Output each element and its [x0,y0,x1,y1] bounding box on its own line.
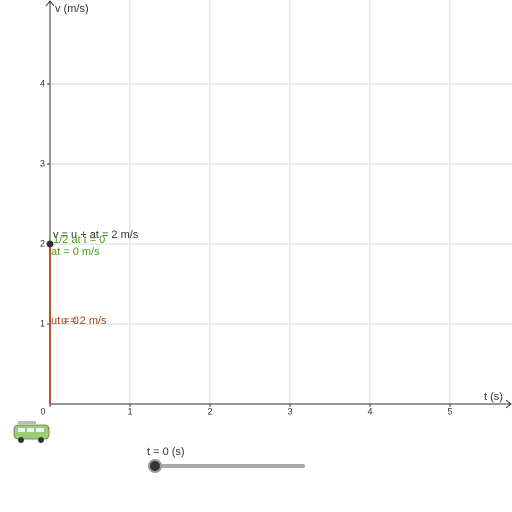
slider-knob[interactable] [148,459,162,473]
plot: 0 1 2 3 4 5 1 2 3 4 v = u + at = 2 m/s1/2 at t = 0… [40,0,512,473]
x-tick-label: 5 [447,406,452,416]
x-axis-label: t (s) [484,391,503,403]
y-tick-label: 3 [40,158,45,168]
velocity-point[interactable] [46,240,54,248]
annotation: at = 0 m/s [51,246,100,258]
x-tick-label: 1 [127,406,132,416]
annotation: u = 2 m/s [61,315,107,327]
x-tick-label: 4 [367,406,372,416]
x-axis [50,399,512,409]
annotation: 1/2 at t = 0 [53,234,105,246]
y-axis-label: v (m/s) [55,3,89,15]
x-tick-label: 0 [40,406,45,416]
x-tick-label: 3 [287,406,292,416]
y-tick-label: 4 [40,78,45,88]
van-icon[interactable] [13,421,50,443]
slider-label: t = 0 (s) [147,446,185,458]
y-tick-label: 2 [40,238,45,248]
x-tick-label: 2 [207,406,212,416]
annotation: ut = 0 [51,315,79,327]
annotation: v = u + at = 2 m/s [53,229,139,241]
y-tick-label: 1 [40,318,45,328]
